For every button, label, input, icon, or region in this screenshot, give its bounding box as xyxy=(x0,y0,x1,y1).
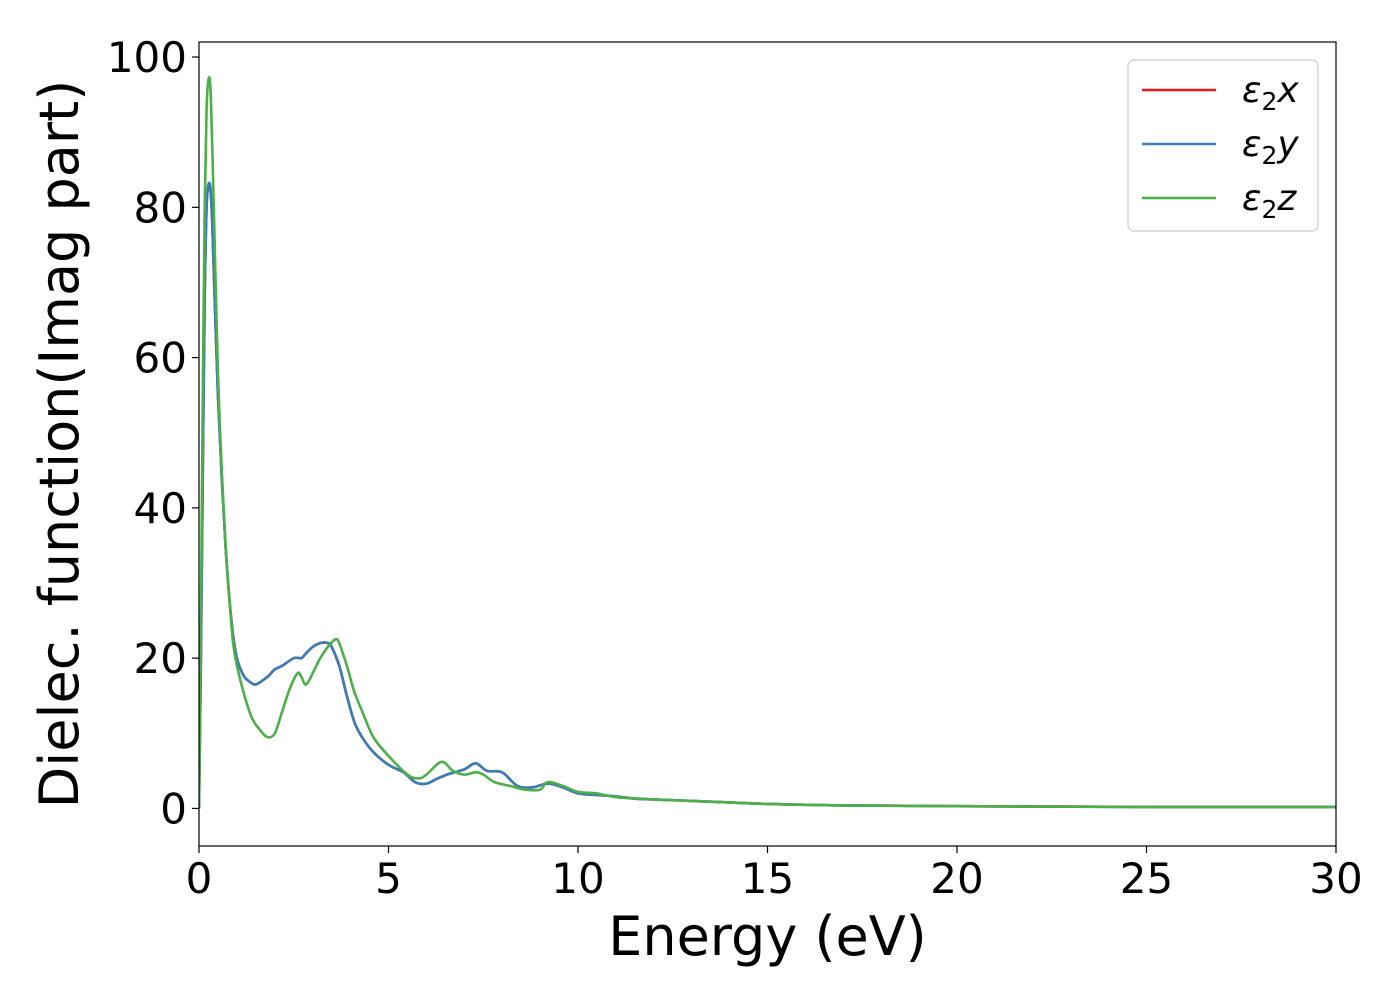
legend-label-sub: 2 xyxy=(1261,87,1277,116)
y-tick-label: 40 xyxy=(134,484,187,533)
y-tick-label: 0 xyxy=(160,784,187,833)
legend-label-y: ε2y xyxy=(1242,124,1299,170)
legend-label-z: ε2z xyxy=(1242,178,1297,224)
y-axis-title: Dielec. function(Imag part) xyxy=(28,80,91,809)
x-tick-label: 5 xyxy=(375,854,402,903)
x-tick-label: 0 xyxy=(186,854,213,903)
y-tick-label: 80 xyxy=(134,183,187,232)
legend-label-x: ε2x xyxy=(1242,70,1299,116)
legend-box xyxy=(1127,59,1319,232)
legend-label-main: ε xyxy=(1242,124,1261,165)
legend-label-sub: 2 xyxy=(1261,195,1277,224)
series-line-z xyxy=(199,76,1336,809)
y-tick-label: 100 xyxy=(107,33,187,82)
series-layer xyxy=(199,76,1336,809)
x-axis-title: Energy (eV) xyxy=(608,905,927,968)
x-tick-label: 20 xyxy=(930,854,983,903)
legend-label-sub: 2 xyxy=(1261,141,1277,170)
x-tick-label: 25 xyxy=(1120,854,1173,903)
tick-layer: 0 5 10 15 20 25 30 0 20 40 60 80 100 xyxy=(107,33,1363,903)
y-tick-label: 20 xyxy=(134,634,187,683)
legend-label-tail: x xyxy=(1276,70,1299,111)
x-tick-label: 10 xyxy=(551,854,604,903)
x-tick-label: 15 xyxy=(741,854,794,903)
x-tick-label: 30 xyxy=(1309,854,1362,903)
legend-label-main: ε xyxy=(1242,70,1261,111)
legend-label-tail: y xyxy=(1276,124,1299,165)
y-tick-label: 60 xyxy=(134,334,187,383)
legend-label-main: ε xyxy=(1242,178,1261,219)
legend-label-tail: z xyxy=(1276,178,1297,219)
